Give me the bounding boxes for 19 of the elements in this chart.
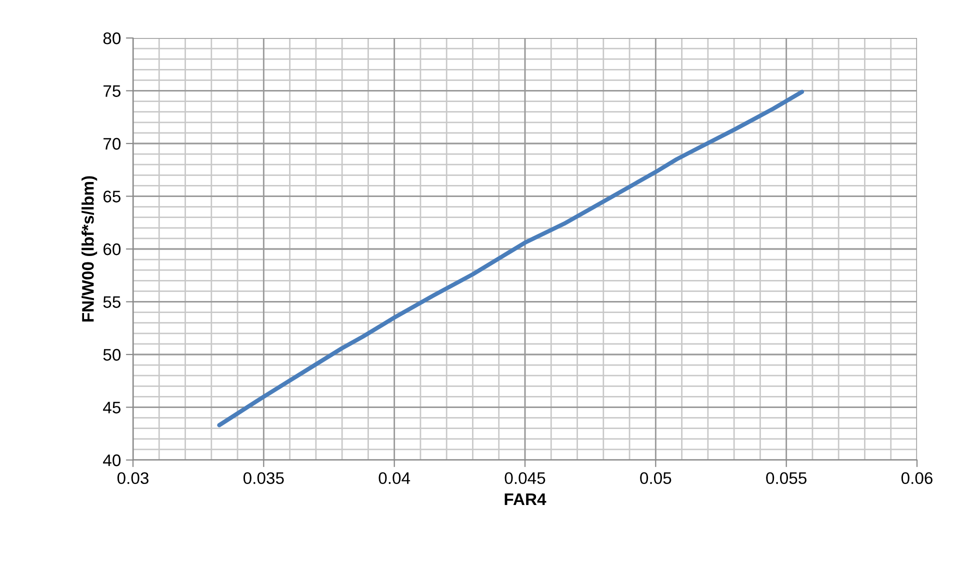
x-tick-label: 0.055 <box>766 472 806 484</box>
y-tick-label: 65 <box>104 190 120 202</box>
y-tick-label: 60 <box>104 243 121 256</box>
x-tick-label: 0.04 <box>378 472 410 484</box>
y-tick-label: 80 <box>103 32 121 44</box>
x-axis-title: FAR4 <box>504 494 546 505</box>
x-tick-label: 0.05 <box>640 472 672 484</box>
y-tick-label: 50 <box>103 348 121 361</box>
x-tick-label: 0.03 <box>117 472 148 484</box>
y-tick-label: 40 <box>103 454 121 466</box>
y-axis-title: FN/W00 (lbf*s/lbm) <box>82 176 98 322</box>
y-tick-label: 55 <box>103 296 120 308</box>
line-series <box>217 90 804 428</box>
x-tick-label: 0.045 <box>504 472 546 484</box>
x-tick-label: 0.035 <box>243 472 284 484</box>
y-tick-label: 70 <box>104 138 121 150</box>
y-tick-label: 45 <box>103 402 120 414</box>
y-tick-label: 75 <box>104 85 120 97</box>
x-tick-label: 0.06 <box>901 472 932 484</box>
